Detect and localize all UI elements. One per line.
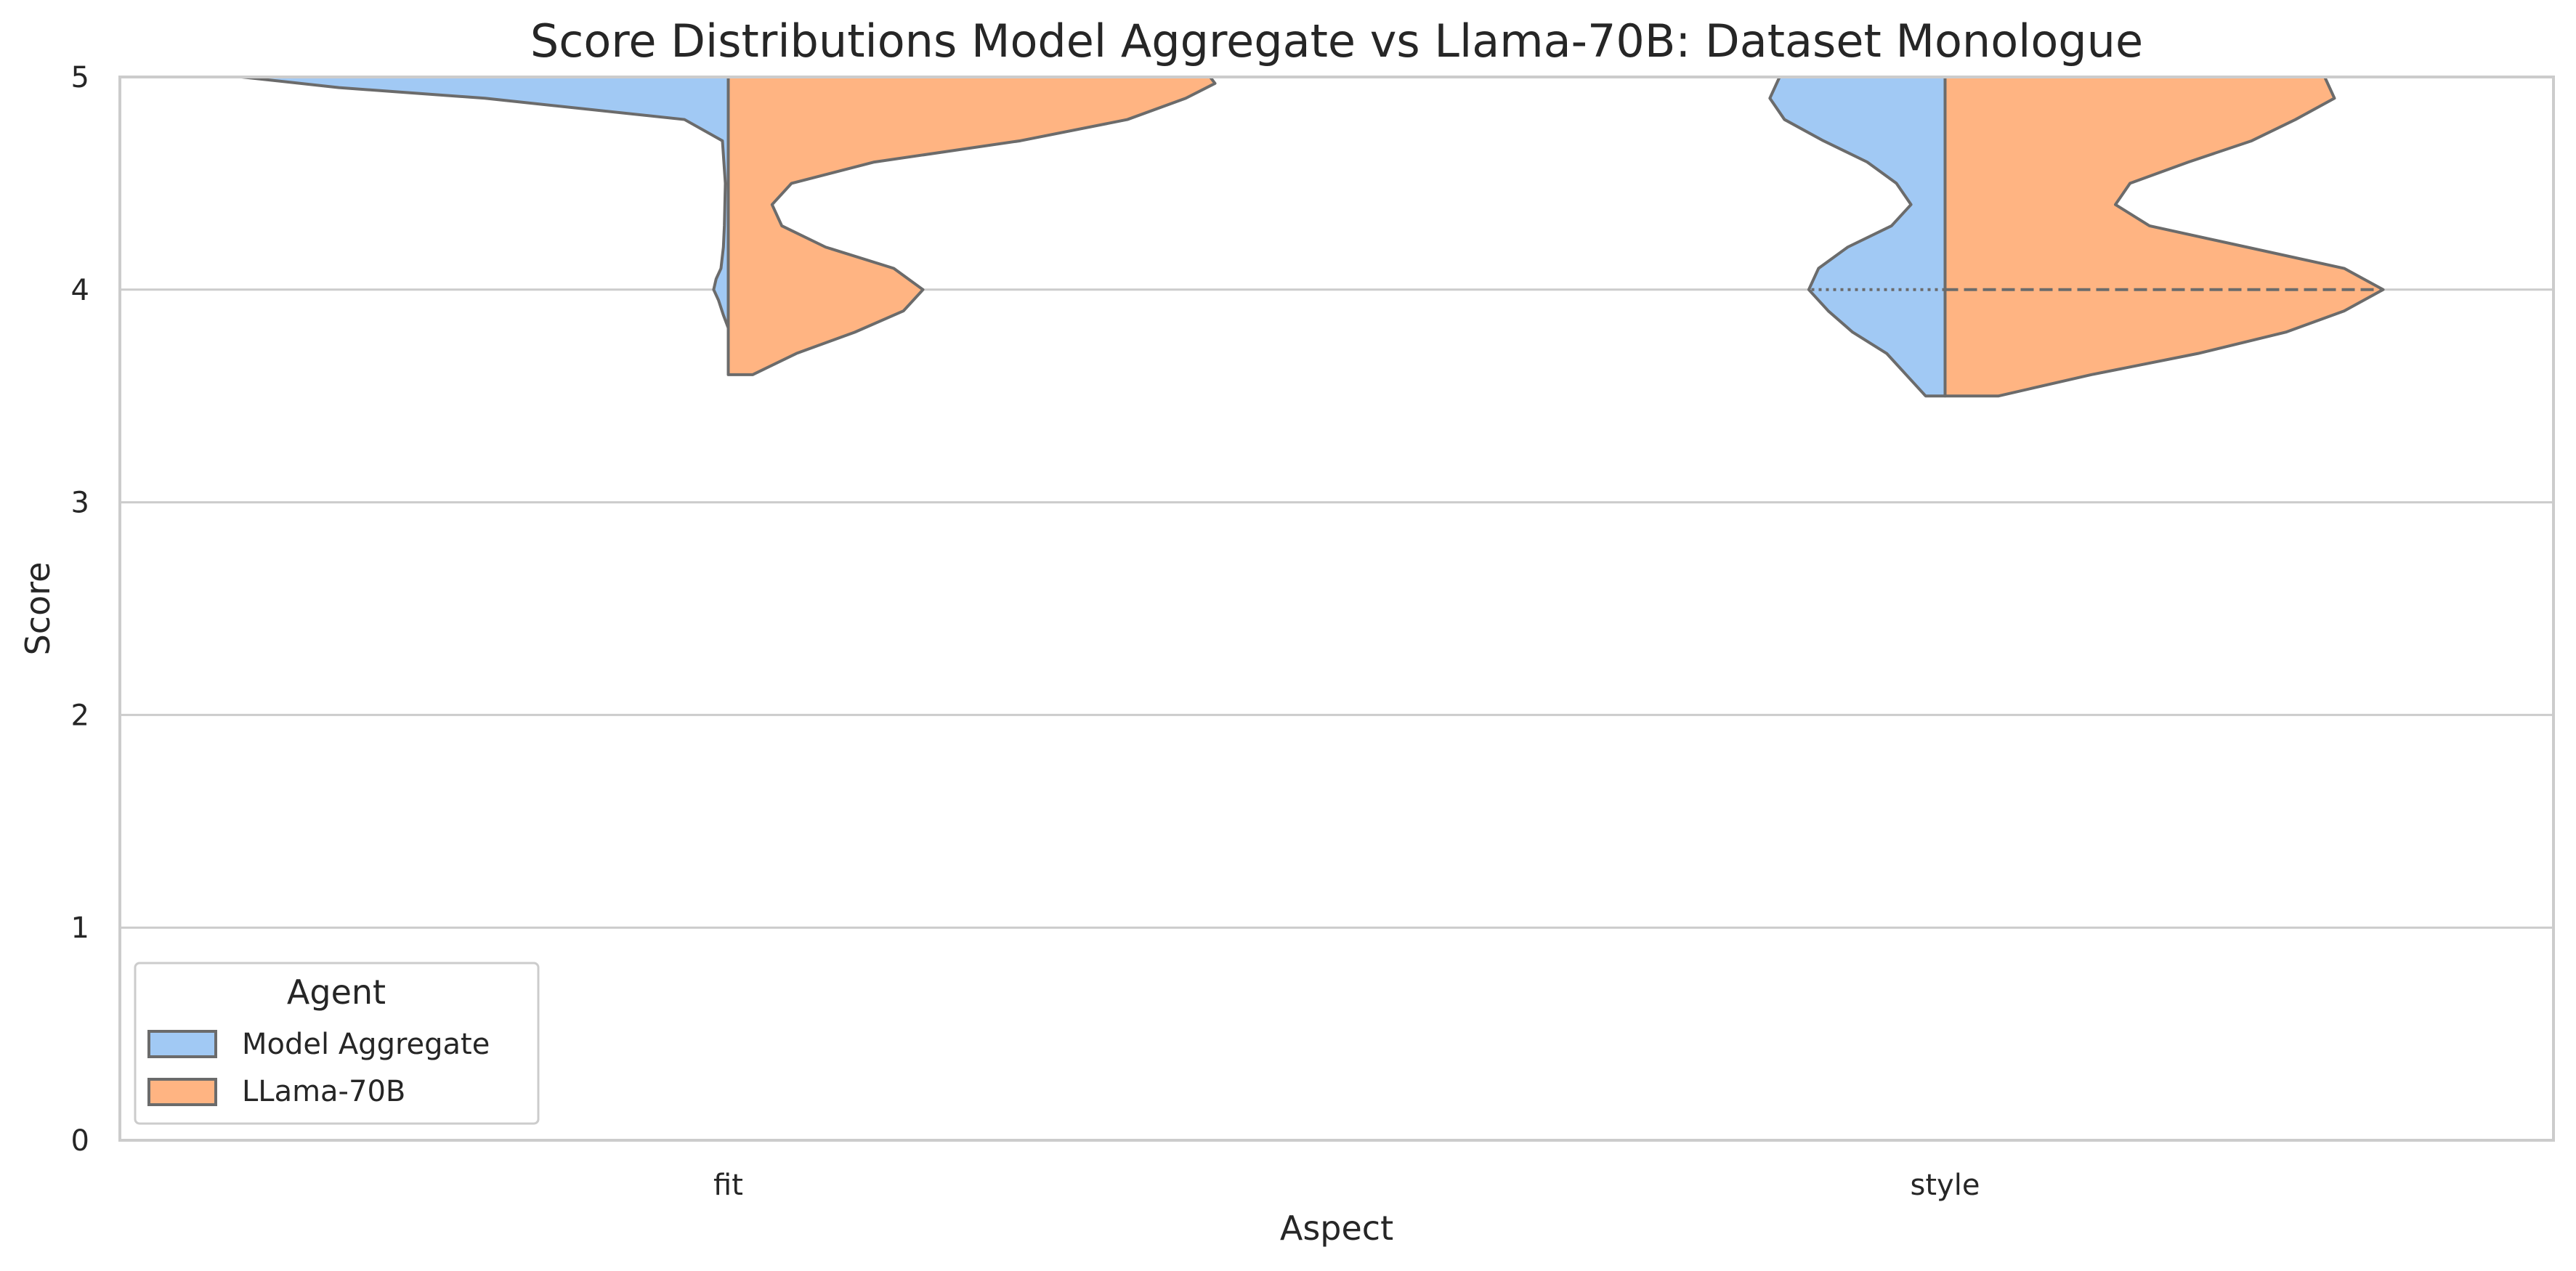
x-tick-fit: fit <box>713 1169 743 1202</box>
legend-title: Agent <box>287 972 386 1012</box>
violin-fit-llama-70b <box>726 76 1217 376</box>
legend: Agent Model Aggregate LLama-70B <box>134 962 540 1125</box>
violin-fit-model-aggregate <box>240 76 730 330</box>
violins <box>240 76 2385 398</box>
legend-label-model-aggregate: Model Aggregate <box>242 1028 490 1061</box>
y-axis-label: Score <box>18 562 57 656</box>
y-tick-1: 1 <box>71 911 89 945</box>
y-tick-5: 5 <box>71 61 89 94</box>
legend-swatch-model-aggregate <box>147 1030 217 1058</box>
plot-frame <box>118 76 2555 1142</box>
gridlines <box>120 288 2553 929</box>
violin-style-model-aggregate <box>1768 76 1947 398</box>
y-tick-2: 2 <box>71 699 89 732</box>
legend-label-llama-70b: LLama-70B <box>242 1075 405 1108</box>
violin-style-llama-70b <box>1943 76 2385 398</box>
y-tick-labels: 0 1 2 3 4 5 <box>71 61 89 1158</box>
chart-title: Score Distributions Model Aggregate vs L… <box>530 15 2143 68</box>
y-tick-4: 4 <box>71 274 89 307</box>
x-axis-label: Aspect <box>1280 1209 1393 1248</box>
legend-box <box>134 962 540 1125</box>
y-tick-3: 3 <box>71 487 89 520</box>
x-tick-labels: fit style <box>713 1169 1980 1202</box>
x-tick-style: style <box>1911 1169 1980 1202</box>
legend-swatch-llama-70b <box>147 1078 217 1106</box>
y-tick-0: 0 <box>71 1124 89 1158</box>
